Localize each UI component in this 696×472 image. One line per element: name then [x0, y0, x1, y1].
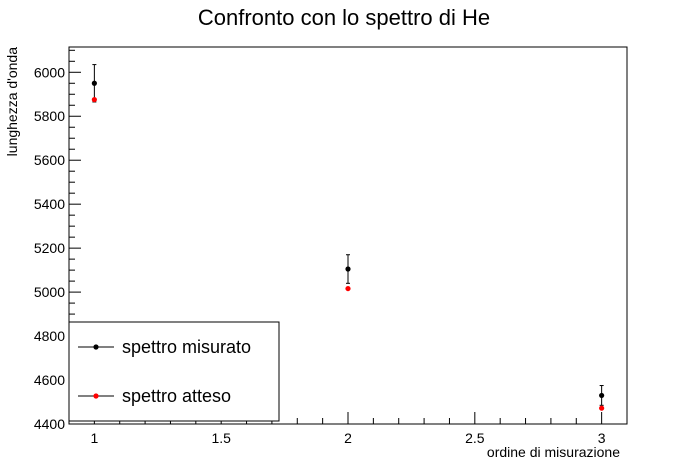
y-tick-label: 5800 [34, 108, 65, 124]
y-tick-label: 4400 [34, 416, 65, 432]
legend-entry: spettro atteso [78, 386, 231, 406]
y-tick-label: 6000 [34, 64, 65, 80]
legend-marker [93, 344, 99, 350]
legend-label: spettro atteso [122, 386, 231, 406]
y-tick-label: 4800 [34, 328, 65, 344]
y-axis: 4400 4600 4800 5000 5200 5400 5600 5800 6000 [34, 49, 81, 432]
data-point [599, 405, 605, 411]
data-point [345, 266, 351, 272]
legend-label: spettro misurato [122, 337, 251, 357]
data-point [345, 285, 351, 292]
x-tick-label: 1 [90, 430, 98, 446]
x-tick-label: 2.5 [465, 430, 485, 446]
x-tick-label: 3 [598, 430, 606, 446]
x-tick-label: 1.5 [211, 430, 231, 446]
y-tick-label: 4600 [34, 372, 65, 388]
series-0 [91, 64, 605, 406]
legend-box [68, 321, 280, 422]
x-axis-title: ordine di misurazione [487, 444, 620, 460]
data-point [599, 392, 605, 399]
y-tick-label: 5400 [34, 196, 65, 212]
y-tick-label: 5000 [34, 284, 65, 300]
legend-marker [93, 393, 99, 399]
y-axis-title: lunghezza d'onda [4, 47, 20, 157]
data-point [91, 80, 97, 86]
series-1 [91, 96, 605, 411]
x-axis: 1 1.5 2 2.5 3 [68, 412, 628, 446]
legend: spettro misurato spettro atteso [68, 321, 280, 422]
series-layer [91, 64, 605, 411]
legend-entry: spettro misurato [78, 337, 251, 357]
y-tick-label: 5600 [34, 152, 65, 168]
data-point [91, 96, 97, 103]
y-tick-label: 5200 [34, 240, 65, 256]
x-tick-label: 2 [344, 430, 352, 446]
chart-title: Confronto con lo spettro di He [198, 5, 490, 30]
